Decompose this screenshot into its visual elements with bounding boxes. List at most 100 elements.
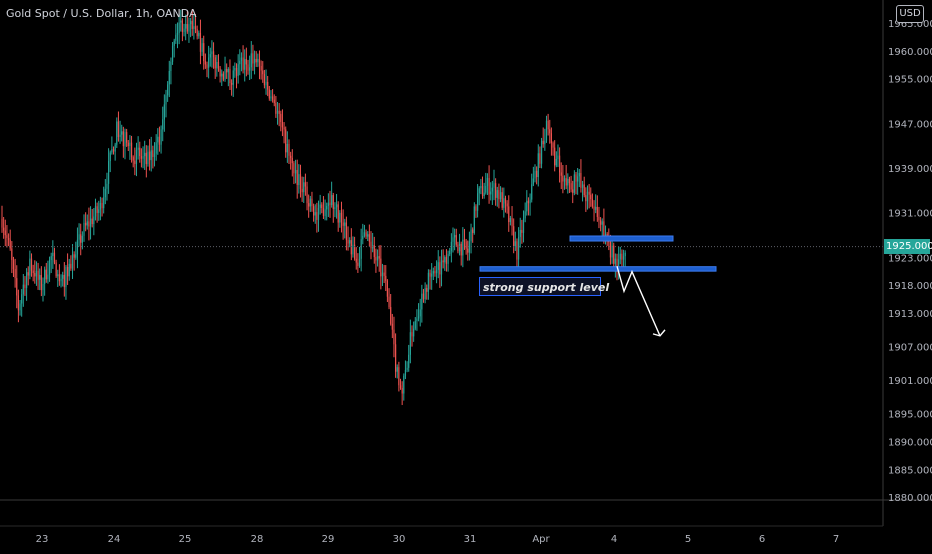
candle [263,69,265,89]
candle [170,57,172,85]
candle [253,50,256,75]
candle [475,204,477,218]
candle [335,193,338,219]
candle [286,131,288,163]
candle [176,22,179,49]
candle [221,69,223,87]
candle [511,206,513,236]
time-tick-label: 4 [611,534,617,545]
candle [109,150,111,173]
candles-layer [1,9,626,406]
candle [306,181,308,211]
candle [231,79,233,96]
currency-button[interactable]: USD [896,5,924,23]
time-tick-label: 25 [179,534,192,545]
candle [153,142,156,167]
candle [380,245,382,290]
candle [262,61,264,83]
time-tick-label: 6 [759,534,765,545]
candle [314,204,316,224]
candle [324,199,326,221]
candle [249,55,251,81]
candle [6,225,8,248]
time-tick-label: 5 [685,534,691,545]
candle [426,284,428,300]
candle [303,176,305,204]
candle [30,253,33,277]
candle [316,202,318,233]
candle [326,202,328,221]
candle [201,38,203,56]
candle [550,127,552,156]
candle [58,264,60,286]
candle [572,180,574,204]
candle [601,218,603,237]
candle [386,279,388,302]
candle [465,238,467,255]
time-tick-label: 30 [393,534,406,545]
candle [365,229,367,239]
candle [416,309,418,331]
time-tick-label: Apr [532,534,550,545]
price-tick-label: 1901.000 [888,376,932,387]
candle [85,212,87,232]
candle [1,205,3,233]
candle [24,276,26,296]
candle [281,109,284,137]
candle [554,140,556,172]
candle [244,49,246,82]
candle [226,63,228,79]
candle [75,241,77,260]
candle [518,227,520,272]
candle [199,19,202,65]
candle [503,187,505,218]
candle [411,325,413,347]
candle [137,136,139,160]
candle [485,172,487,195]
candle [419,298,421,327]
price-zone[interactable] [479,266,717,272]
price-tick-label: 1918.000 [888,281,932,292]
candle [470,223,472,254]
candle [362,223,364,245]
price-tick-label: 1960.000 [888,47,932,58]
candle [585,187,587,212]
candle [132,155,134,168]
candle [126,128,128,147]
candle [480,178,482,195]
time-tick-label: 24 [108,534,121,545]
candle [37,262,39,290]
candle [193,14,195,40]
candle [322,196,325,220]
candle [532,166,534,187]
candle [68,258,70,281]
candle [409,319,411,364]
candle [129,135,131,160]
candle [424,282,426,304]
candle [545,115,548,143]
candle [157,128,159,155]
candle [490,182,492,201]
price-tick-label: 1885.000 [888,465,932,476]
candle [401,381,403,406]
candle [222,71,224,82]
candle [457,241,459,254]
candle [185,14,187,41]
candle [211,40,213,68]
candle [388,288,390,310]
projection-arrow[interactable] [616,265,661,337]
candle [590,187,592,207]
candle [293,161,295,185]
candle [67,253,69,285]
candle [275,96,277,118]
candle [35,261,38,286]
candle [570,175,572,193]
candle [524,202,526,223]
candle [478,186,480,206]
symbol-title: Gold Spot / U.S. Dollar, 1h, OANDA [6,7,197,20]
candle [522,210,525,243]
price-zone[interactable] [569,235,674,242]
candle [117,111,120,142]
